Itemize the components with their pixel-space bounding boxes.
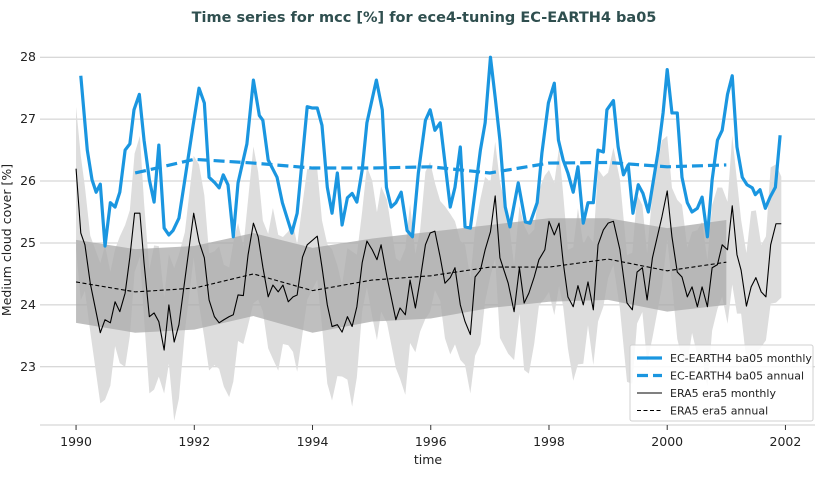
y-tick-label: 26 <box>20 173 36 188</box>
annual-spread-band <box>76 218 727 333</box>
series-line-2 <box>75 168 782 351</box>
x-axis-label: time <box>414 452 443 467</box>
legend-entry: EC-EARTH4 ba05 monthly <box>670 352 812 365</box>
series-line-0 <box>79 55 782 248</box>
legend-entry: ERA5 era5 monthly <box>670 387 776 400</box>
legend-entry: ERA5 era5 annual <box>670 405 768 418</box>
x-tick-label: 1994 <box>297 434 329 449</box>
series-lines <box>75 55 782 351</box>
legend-entry: EC-EARTH4 ba05 annual <box>670 370 804 383</box>
y-tick-label: 28 <box>20 49 36 64</box>
y-tick-label: 27 <box>20 111 36 126</box>
y-axis-label: Medium cloud cover [%] <box>0 164 14 316</box>
x-tick-label: 2000 <box>651 434 683 449</box>
legend: EC-EARTH4 ba05 monthly EC-EARTH4 ba05 ann… <box>629 344 814 422</box>
x-tick-label: 1992 <box>178 434 210 449</box>
x-tick-label: 1998 <box>533 434 565 449</box>
series-line-3 <box>75 258 727 293</box>
x-tick-label: 1996 <box>415 434 447 449</box>
chart-title: Time series for mcc [%] for ece4-tuning … <box>192 10 657 26</box>
series-line-1 <box>134 157 727 175</box>
y-ticks: 23 24 25 26 27 28 <box>20 49 36 374</box>
x-tick-label: 1990 <box>60 434 92 449</box>
y-tick-label: 25 <box>20 235 36 250</box>
x-ticks: 1990 1992 1994 1996 1998 2000 2002 <box>60 425 801 449</box>
y-tick-label: 23 <box>20 359 36 374</box>
bands <box>76 106 782 421</box>
x-tick-label: 2002 <box>770 434 802 449</box>
legend-box <box>629 344 814 422</box>
y-tick-label: 24 <box>20 297 36 312</box>
